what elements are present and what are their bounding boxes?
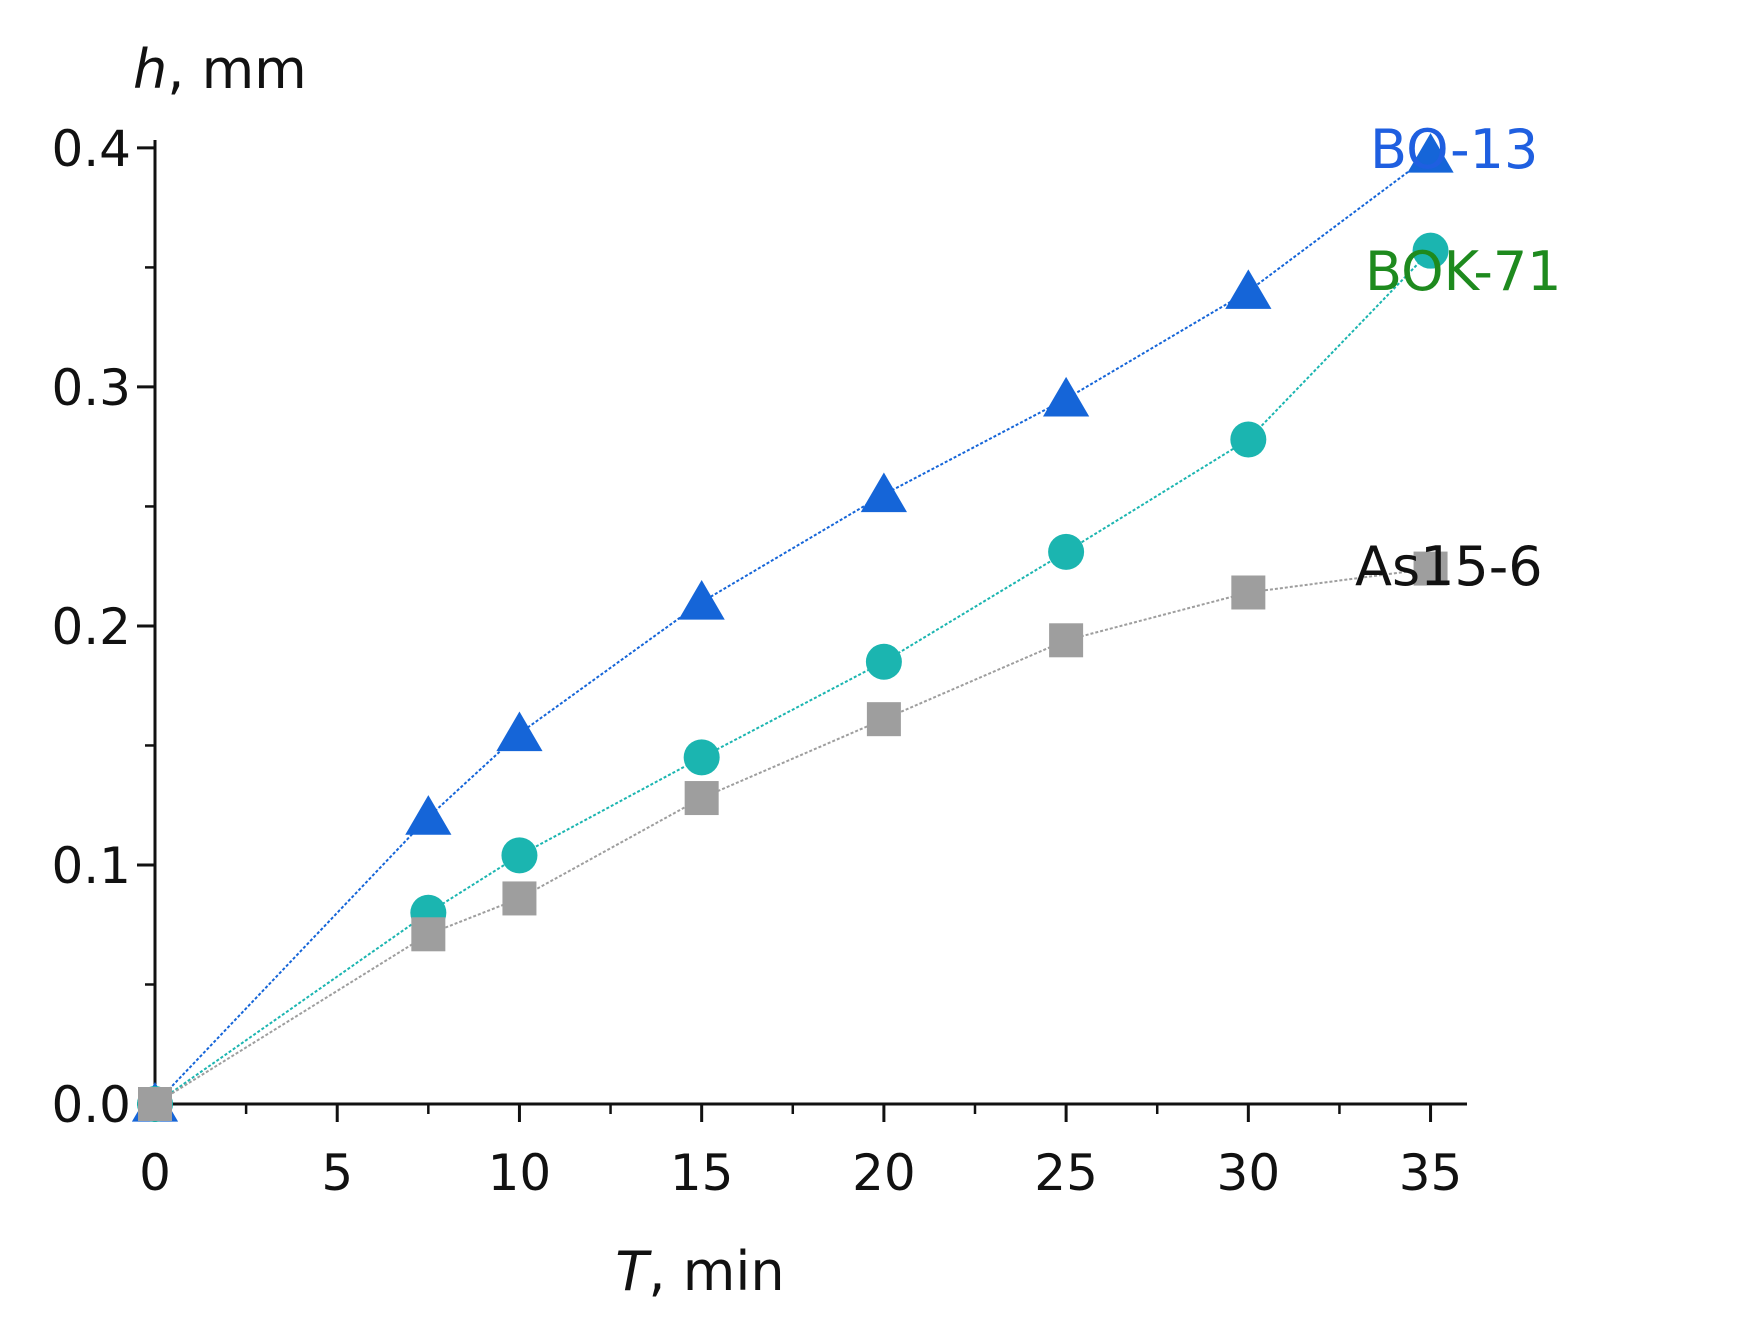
- x-tick-label: 30: [1217, 1144, 1281, 1202]
- data-point-as15-6: [138, 1087, 172, 1121]
- data-point-as15-6: [502, 881, 537, 916]
- x-tick-label: 25: [1034, 1144, 1098, 1202]
- y-tick-label: 0.1: [51, 837, 131, 895]
- y-tick-label: 0.0: [51, 1076, 131, 1134]
- series-markers: [131, 133, 1454, 1122]
- data-point-bok-71: [865, 643, 902, 680]
- data-point-bok-71: [501, 837, 538, 874]
- data-point-bo-13: [496, 711, 543, 752]
- data-point-bo-13: [860, 472, 907, 513]
- x-axis-title-unit: , min: [648, 1240, 784, 1303]
- y-axis-title-unit: , mm: [167, 38, 307, 101]
- data-point-bo-13: [1043, 376, 1090, 417]
- x-tick-label: 20: [852, 1144, 916, 1202]
- data-point-bo-13: [678, 580, 725, 620]
- x-tick-label: 35: [1399, 1144, 1463, 1202]
- x-tick-label: 10: [488, 1144, 552, 1202]
- series-line-bo-13: [154, 154, 1432, 1105]
- data-point-bo-13: [405, 795, 452, 835]
- y-axis-title-var: h: [133, 38, 167, 101]
- data-point-bok-71: [1230, 421, 1267, 458]
- data-point-bo-13: [1407, 133, 1454, 173]
- y-tick-label: 0.2: [51, 598, 131, 656]
- x-tick-label: 5: [321, 1144, 353, 1202]
- y-axis-title: h, mm: [133, 38, 307, 101]
- data-point-as15-6: [1231, 575, 1266, 610]
- y-tick-label: 0.3: [51, 359, 131, 417]
- x-tick-label: 15: [670, 1144, 734, 1202]
- data-point-as15-6: [1413, 551, 1448, 586]
- series-line-as15-6: [154, 567, 1431, 1105]
- x-axis-title: T, min: [615, 1240, 784, 1303]
- data-point-bok-71: [1412, 232, 1449, 269]
- series-label-as15-6: As15-6: [1355, 535, 1543, 598]
- data-point-as15-6: [411, 917, 446, 952]
- data-point-as15-6: [1049, 623, 1084, 658]
- text-labels: h, mm T, min 0 5 10 15 20 25 30 35 0.0 0.1 0.2 0.3 0…: [51, 38, 1561, 1303]
- data-point-as15-6: [866, 702, 901, 737]
- data-point-as15-6: [684, 781, 719, 816]
- x-axis-title-var: T: [615, 1240, 652, 1303]
- x-tick-label: 0: [139, 1144, 171, 1202]
- series-label-bo-13: BO-13: [1370, 118, 1538, 181]
- series-line-bok-71: [154, 249, 1432, 1105]
- data-point-bok-71: [683, 739, 720, 776]
- axes: [137, 140, 1467, 1122]
- data-point-bo-13: [1225, 269, 1272, 309]
- data-point-bok-71: [1048, 533, 1085, 570]
- y-tick-label: 0.4: [51, 120, 131, 178]
- series-label-bok-71: BOK-71: [1365, 240, 1562, 303]
